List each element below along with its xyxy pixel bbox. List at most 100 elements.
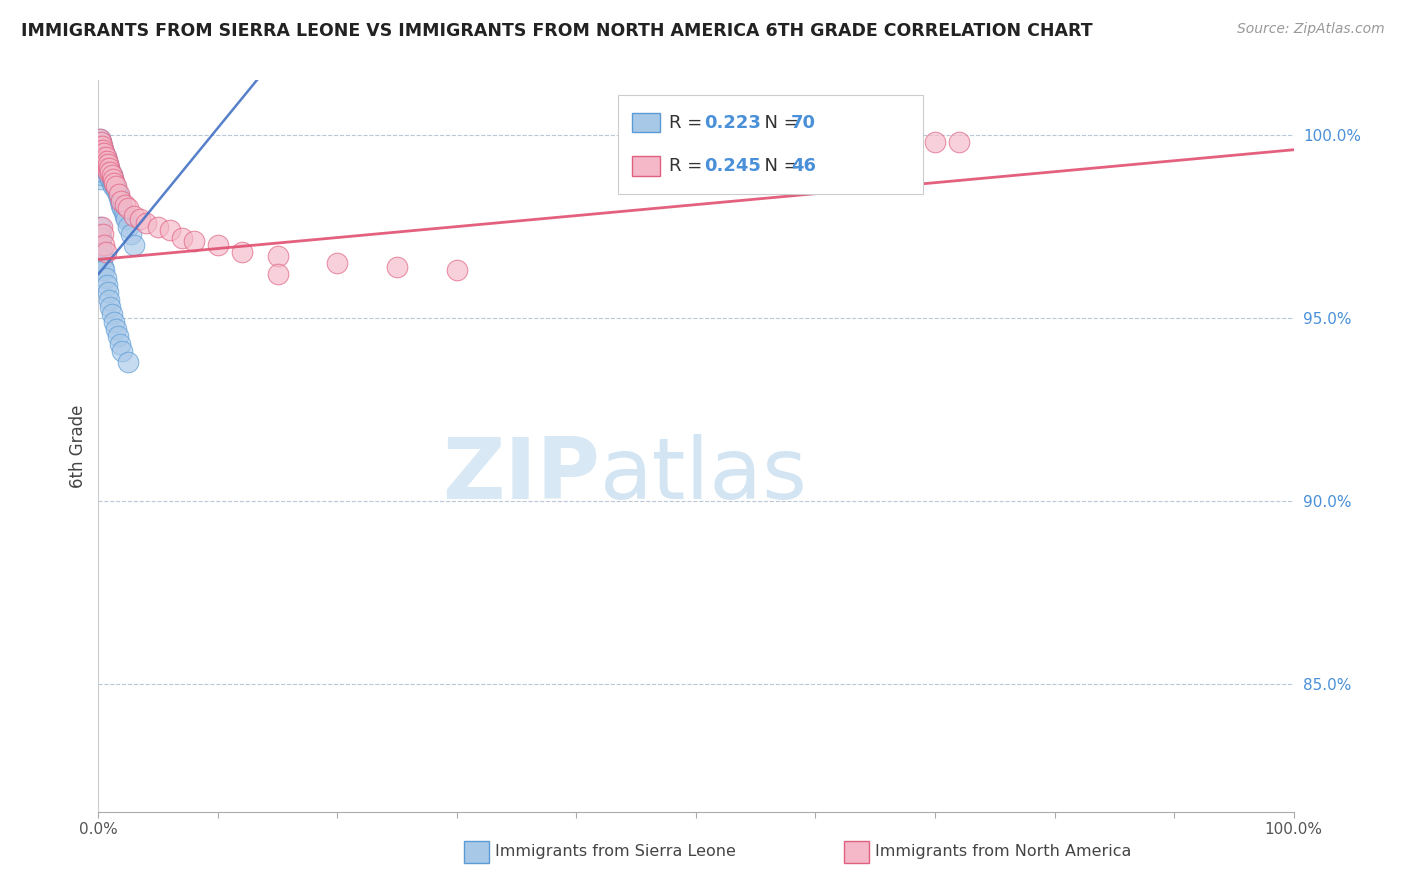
Point — [90, 157, 112, 171]
Point — [91, 139, 114, 153]
Text: Source: ZipAtlas.com: Source: ZipAtlas.com — [1237, 22, 1385, 37]
Point — [207, 237, 229, 252]
Point — [98, 300, 122, 314]
Point — [183, 234, 205, 248]
Point — [89, 132, 111, 146]
Point — [89, 227, 111, 241]
Point — [91, 153, 114, 168]
Point — [90, 150, 112, 164]
Point — [91, 143, 114, 157]
Point — [120, 227, 142, 241]
Point — [96, 161, 118, 175]
Point — [89, 139, 111, 153]
Point — [90, 136, 112, 150]
Point — [93, 237, 115, 252]
Point — [98, 161, 121, 175]
Point — [89, 146, 111, 161]
Point — [924, 136, 946, 150]
Text: R =: R = — [669, 113, 707, 131]
Point — [105, 322, 128, 336]
Text: N =: N = — [754, 157, 804, 175]
Point — [93, 263, 115, 277]
Point — [114, 209, 136, 223]
Point — [107, 329, 129, 343]
Point — [110, 194, 132, 208]
Point — [117, 202, 139, 216]
Point — [90, 143, 112, 157]
Point — [129, 212, 152, 227]
Point — [93, 153, 115, 168]
Point — [135, 216, 157, 230]
Point — [93, 161, 115, 175]
Point — [115, 212, 138, 227]
Point — [101, 179, 124, 194]
Text: N =: N = — [754, 113, 804, 131]
Text: 0.223: 0.223 — [704, 113, 761, 131]
Point — [172, 230, 194, 244]
Point — [90, 164, 112, 178]
Point — [93, 153, 115, 168]
Point — [96, 153, 118, 168]
Point — [91, 245, 114, 260]
Point — [89, 139, 111, 153]
Point — [948, 136, 970, 150]
Point — [267, 267, 290, 281]
Point — [100, 307, 122, 321]
Text: R =: R = — [669, 157, 707, 175]
Point — [91, 157, 114, 171]
Text: 70: 70 — [792, 113, 817, 131]
Point — [98, 161, 121, 175]
Point — [91, 164, 114, 178]
Point — [97, 164, 120, 178]
Point — [117, 219, 139, 234]
Point — [117, 355, 139, 369]
Y-axis label: 6th Grade: 6th Grade — [69, 404, 87, 488]
Point — [96, 161, 118, 175]
Point — [267, 249, 290, 263]
Point — [446, 263, 468, 277]
Point — [108, 336, 131, 351]
Point — [231, 245, 253, 260]
Point — [326, 256, 349, 270]
Point — [103, 176, 125, 190]
Point — [101, 172, 124, 186]
Point — [98, 293, 121, 307]
Point — [114, 197, 136, 211]
Point — [110, 197, 132, 211]
Text: atlas: atlas — [600, 434, 808, 516]
Point — [98, 169, 121, 183]
Point — [94, 157, 117, 171]
Text: Immigrants from Sierra Leone: Immigrants from Sierra Leone — [495, 845, 735, 859]
Point — [105, 183, 128, 197]
Point — [103, 315, 125, 329]
Text: 0.245: 0.245 — [704, 157, 761, 175]
Point — [103, 176, 125, 190]
Point — [94, 150, 117, 164]
Point — [91, 143, 114, 157]
Text: ZIP: ZIP — [443, 434, 600, 516]
Point — [91, 252, 114, 267]
Point — [90, 143, 112, 157]
Point — [91, 219, 114, 234]
Point — [107, 186, 129, 201]
Point — [91, 146, 114, 161]
Point — [148, 219, 170, 234]
Point — [94, 157, 117, 171]
Point — [96, 153, 118, 168]
Point — [89, 132, 111, 146]
Point — [90, 237, 112, 252]
Point — [124, 237, 146, 252]
Point — [97, 164, 120, 178]
Point — [93, 146, 115, 161]
Point — [94, 270, 117, 285]
Point — [91, 146, 114, 161]
Point — [108, 194, 131, 208]
Text: IMMIGRANTS FROM SIERRA LEONE VS IMMIGRANTS FROM NORTH AMERICA 6TH GRADE CORRELAT: IMMIGRANTS FROM SIERRA LEONE VS IMMIGRAN… — [21, 22, 1092, 40]
Point — [100, 169, 122, 183]
Point — [91, 139, 114, 153]
Point — [91, 260, 114, 274]
Point — [89, 153, 111, 168]
Point — [93, 146, 115, 161]
Point — [385, 260, 409, 274]
Point — [90, 230, 112, 244]
